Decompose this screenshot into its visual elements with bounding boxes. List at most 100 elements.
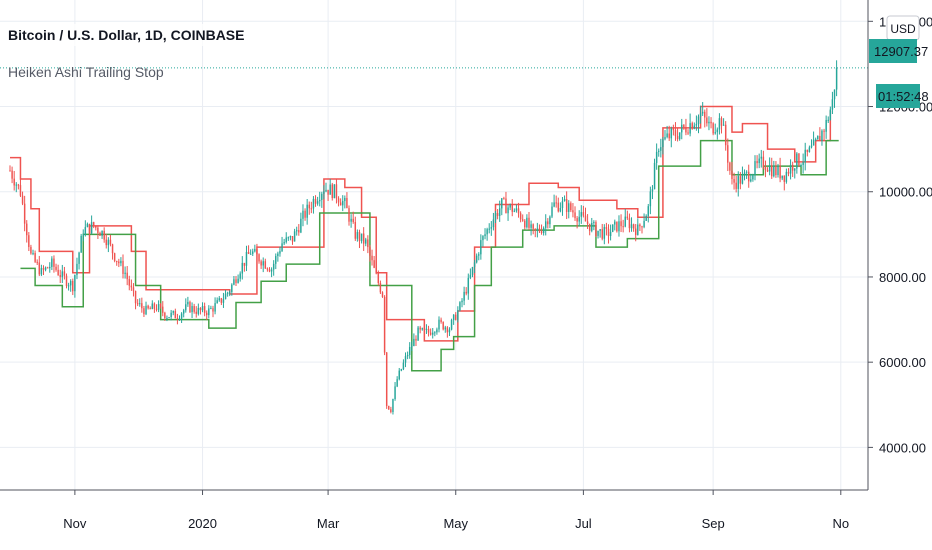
candle-body (226, 292, 229, 294)
candle-body (768, 165, 771, 172)
candle-body (195, 311, 197, 314)
candle-body (469, 274, 472, 278)
candle-body (461, 300, 463, 303)
candle-body (689, 123, 691, 134)
candle-body (392, 399, 394, 413)
candle-body (329, 184, 331, 195)
candle-body (210, 308, 212, 310)
candle-body (511, 204, 513, 212)
candle-body (676, 136, 679, 140)
candle-body (704, 111, 706, 118)
candle-body (779, 165, 781, 179)
candle-body (241, 262, 244, 274)
candle-body (275, 256, 277, 264)
candle-body (74, 275, 76, 292)
candles (9, 60, 838, 415)
candle-body (295, 230, 298, 232)
candle-body (831, 99, 834, 110)
candle-body (645, 215, 647, 221)
candle-body (331, 184, 334, 199)
candle-body (697, 116, 700, 124)
candle-body (796, 153, 798, 169)
grid-lines (0, 0, 868, 490)
candle-body (821, 130, 823, 142)
currency-badge[interactable]: USD (886, 15, 920, 41)
candle-body (670, 128, 673, 139)
candle-body (542, 227, 545, 233)
candle-body (46, 267, 49, 269)
candle-body (741, 174, 744, 184)
candle-body (214, 303, 216, 312)
candle-body (777, 165, 779, 176)
candle-body (549, 216, 551, 225)
candle-body (693, 125, 696, 129)
candle-body (164, 312, 166, 319)
candle-body (346, 198, 348, 209)
candle-body (32, 252, 34, 254)
candle-body (419, 327, 421, 330)
candle-body (367, 239, 369, 248)
candle-body (28, 235, 30, 247)
candle-body (616, 221, 618, 232)
candle-body (492, 219, 495, 228)
candle-body (597, 230, 599, 236)
indicator-title[interactable]: Heiken Ashi Trailing Stop (8, 64, 164, 80)
candle-body (373, 260, 375, 268)
candle-body (773, 166, 775, 177)
candle-body (185, 304, 187, 311)
candle-body (203, 306, 206, 313)
candle-body (475, 255, 478, 263)
candle-body (356, 232, 359, 239)
candle-body (318, 199, 321, 202)
candle-body (530, 224, 532, 228)
candle-body (783, 175, 786, 182)
candle-body (354, 222, 357, 239)
candle-body (576, 218, 578, 222)
candle-body (810, 145, 813, 148)
candle-body (23, 203, 26, 224)
candle-body (339, 202, 342, 206)
x-tick-label: Nov (63, 516, 87, 531)
candle-body (193, 306, 195, 312)
currency-label: USD (890, 22, 916, 36)
x-tick-label: Jul (575, 516, 592, 531)
candle-body (153, 303, 156, 309)
x-axis[interactable]: Nov 2020 Mar May Jul Sep No (63, 490, 849, 531)
x-tick-label: No (832, 516, 849, 531)
symbol-title[interactable]: Bitcoin / U.S. Dollar, 1D, COINBASE (8, 27, 244, 43)
candle-body (724, 124, 727, 146)
candle-body (95, 225, 97, 228)
candle-body (59, 275, 61, 278)
candle-body (501, 198, 503, 209)
candle-body (595, 222, 597, 236)
candle-body (333, 184, 336, 199)
candle-body (258, 254, 260, 262)
candle-body (731, 170, 733, 180)
candle-body (653, 162, 656, 190)
candle-body (505, 198, 507, 214)
candle-body (147, 305, 149, 309)
candle-body (649, 191, 652, 207)
candle-body (825, 120, 827, 132)
candle-body (455, 314, 457, 320)
candle-body (237, 278, 239, 283)
y-tick-label: 10000.00 (879, 185, 932, 200)
candle-body (787, 171, 790, 174)
candle-body (714, 132, 716, 134)
candle-body (672, 128, 675, 131)
candle-body (482, 236, 484, 241)
candle-body (812, 139, 815, 146)
candle-body (488, 228, 490, 230)
candle-body (128, 279, 131, 286)
candle-body (126, 272, 128, 280)
candle-body (440, 319, 442, 322)
candle-body (208, 308, 210, 316)
candle-body (9, 170, 11, 172)
candle-body (547, 221, 549, 225)
candle-body (268, 269, 271, 272)
candle-body (21, 195, 24, 204)
candle-body (427, 328, 430, 333)
candle-body (109, 239, 112, 245)
